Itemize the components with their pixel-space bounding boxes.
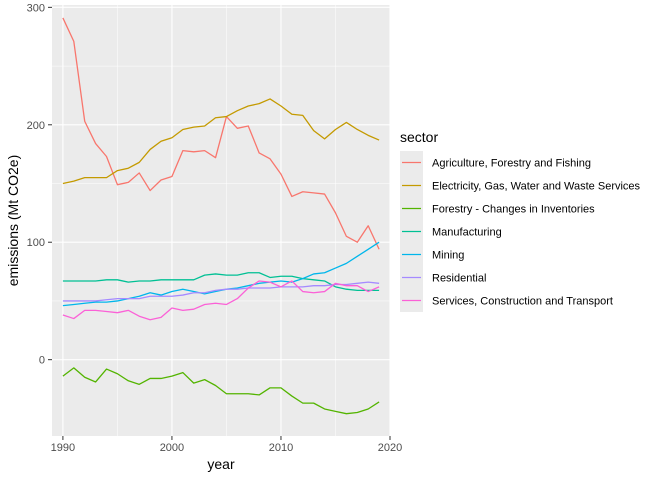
x-tick-label: 2000 [160, 442, 184, 454]
x-tick-label: 1990 [51, 442, 75, 454]
series-line [62, 367, 380, 415]
y-tick-label: 200 [27, 120, 45, 132]
x-axis-title: year [207, 456, 235, 472]
series-line [62, 280, 380, 321]
legend-item: Manufacturing [400, 220, 502, 243]
y-axis-title: emissions (Mt CO2e) [5, 155, 21, 286]
legend-label: Agriculture, Forestry and Fishing [432, 158, 591, 170]
legend-item: Forestry - Changes in Inventories [400, 197, 595, 220]
legend-label: Forestry - Changes in Inventories [432, 204, 595, 216]
legend-item: Residential [400, 266, 486, 289]
y-tick-label: 300 [27, 2, 45, 14]
series-lines [62, 17, 380, 415]
legend-label: Electricity, Gas, Water and Waste Servic… [432, 181, 641, 193]
y-tick-label: 100 [27, 237, 45, 249]
legend-label: Residential [432, 273, 486, 285]
legend-item: Mining [400, 243, 464, 266]
legend-label: Services, Construction and Transport [432, 296, 613, 308]
legend-item: Electricity, Gas, Water and Waste Servic… [400, 174, 641, 197]
legend-label: Mining [432, 250, 464, 262]
axes: 1990 2000 2010 2020 0 100 200 300 [27, 2, 403, 454]
legend-label: Manufacturing [432, 227, 502, 239]
legend-title: sector [400, 129, 438, 145]
legend: sector Agriculture, Forestry and Fishing… [400, 129, 641, 312]
grid-lines [52, 5, 391, 436]
series-line [62, 17, 380, 250]
y-tick-label: 0 [39, 355, 45, 367]
x-tick-label: 2010 [269, 442, 293, 454]
series-line [62, 272, 380, 292]
series-line [62, 98, 380, 185]
x-tick-label: 2020 [378, 442, 402, 454]
panel-background [52, 5, 390, 436]
legend-item: Agriculture, Forestry and Fishing [400, 151, 591, 174]
series-line [62, 281, 380, 302]
legend-item: Services, Construction and Transport [400, 289, 613, 312]
